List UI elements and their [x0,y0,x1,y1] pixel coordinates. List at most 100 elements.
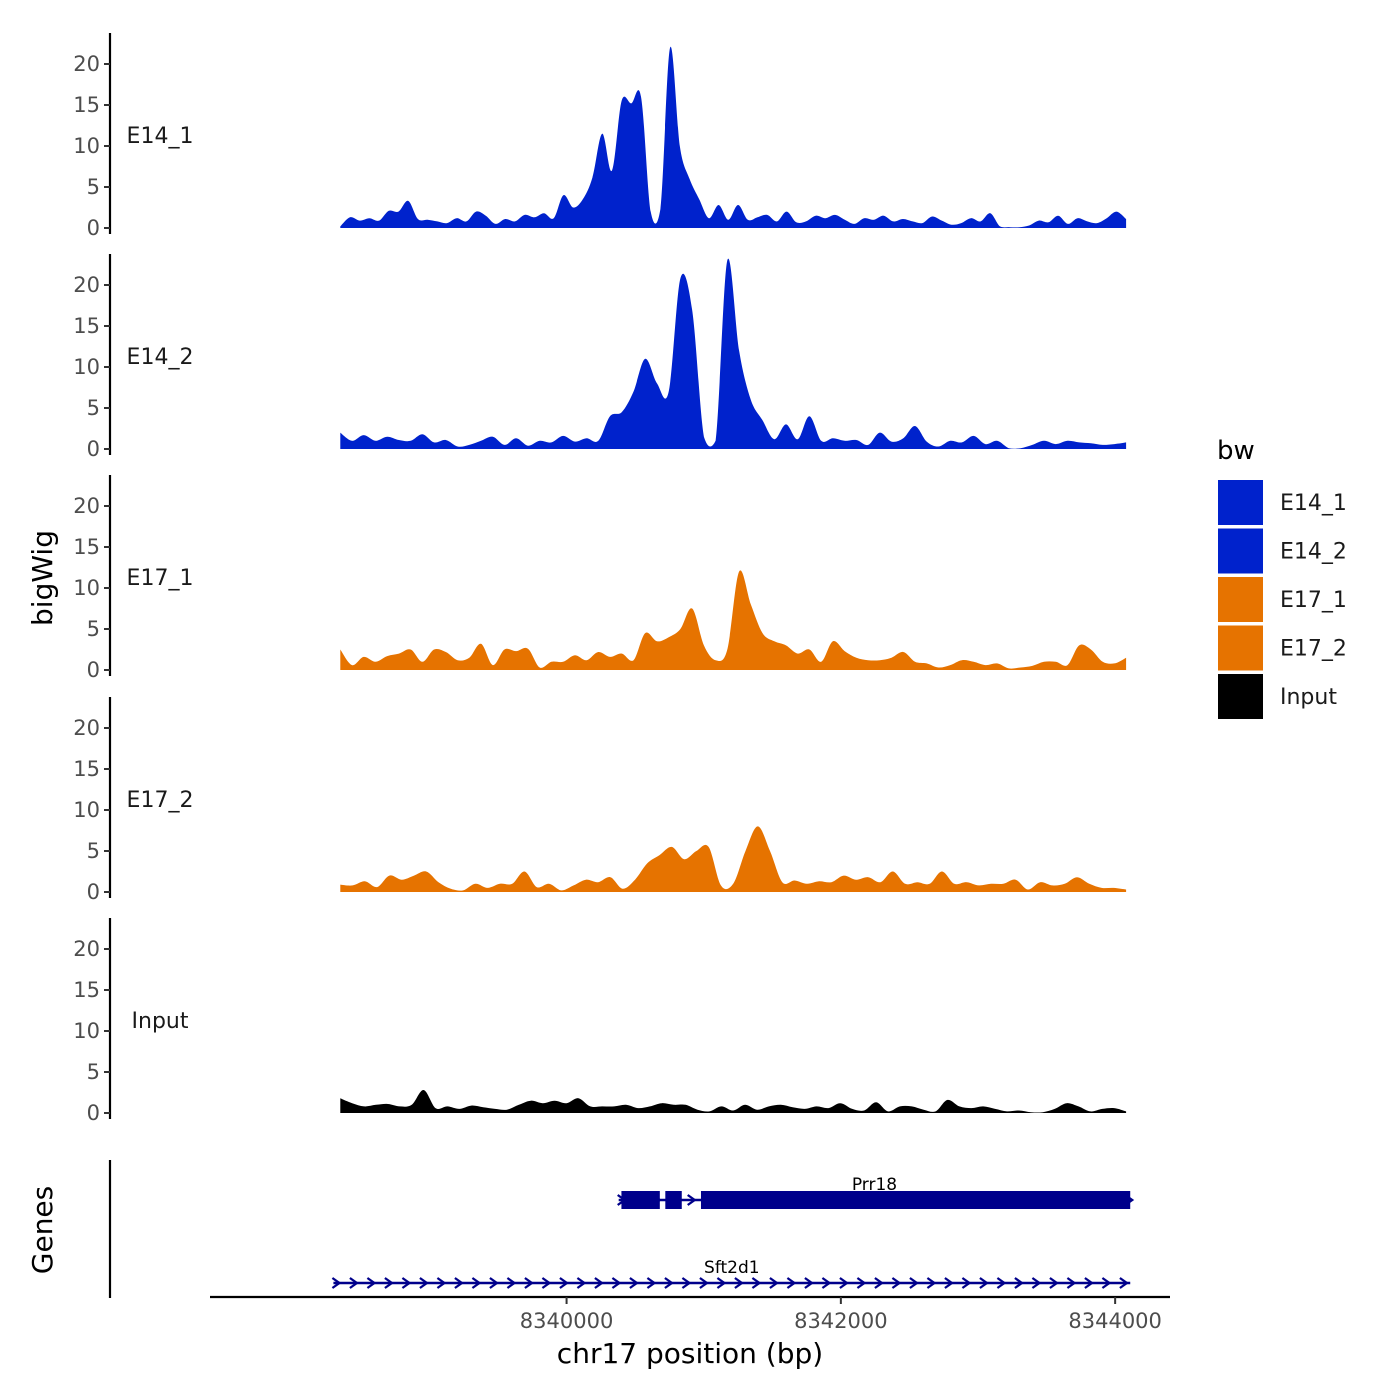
legend-swatch-E17_2 [1218,625,1263,671]
track-label: E17_2 [127,788,194,813]
y-tick-label: 5 [87,1060,100,1084]
y-tick-label: 15 [73,535,100,559]
coverage-area-E17_2 [340,826,1127,892]
y-tick-label: 20 [73,937,100,961]
strand-arrow [664,1277,674,1289]
strand-arrow [1066,1277,1077,1289]
strand-arrow [944,1277,954,1289]
x-tick-label: 8344000 [1068,1309,1162,1333]
strand-arrow [821,1277,832,1289]
legend-label: E14_1 [1280,491,1347,516]
strand-arrow [891,1277,902,1289]
strand-arrow [646,1277,657,1289]
strand-arrow [996,1277,1007,1289]
strand-arrow [1014,1277,1024,1289]
strand-arrow [1084,1277,1094,1289]
strand-arrow [979,1277,989,1289]
strand-arrow [454,1277,464,1289]
gene-label: Sft2d1 [704,1258,760,1278]
strand-arrow [681,1277,692,1289]
legend-label: E17_2 [1280,637,1347,662]
strand-arrow [734,1277,744,1289]
y-axis-title-bigwig: bigWig [26,530,59,626]
y-tick-label: 5 [87,396,100,420]
y-tick-label: 10 [73,1019,100,1043]
y-tick-label: 5 [87,617,100,641]
coverage-area-E14_2 [340,258,1127,449]
strand-arrow [471,1277,482,1289]
strand-arrow [436,1277,447,1289]
y-tick-label: 5 [87,839,100,863]
legend-swatch-E14_2 [1218,528,1263,574]
strand-arrow [839,1277,849,1289]
gene-label: Prr18 [852,1175,897,1195]
strand-arrow [926,1277,937,1289]
strand-arrow [804,1277,814,1289]
strand-arrow [961,1277,972,1289]
y-tick-label: 0 [87,1101,100,1125]
track-E14_1: 0 5 10 15 20 E14_1 [73,33,1127,240]
exon [621,1191,660,1209]
y-tick-label: 20 [73,716,100,740]
strand-arrow [489,1277,499,1289]
legend-swatch-Input [1218,674,1263,719]
x-axis-title: chr17 position (bp) [557,1337,823,1370]
y-tick-label: 5 [87,175,100,199]
y-tick-label: 0 [87,437,100,461]
track-E17_2: 0 5 10 15 20 E17_2 [73,697,1127,904]
y-axis-title-genes: Genes [26,1186,59,1274]
strand-arrow [1101,1277,1112,1289]
strand-arrow [786,1277,797,1289]
strand-arrow [909,1277,919,1289]
y-tick-label: 0 [87,880,100,904]
y-tick-label: 10 [73,134,100,158]
strand-arrow [611,1277,622,1289]
strand-arrow [751,1277,762,1289]
exon [700,1191,1131,1209]
y-tick-label: 15 [73,314,100,338]
strand-arrow [687,1194,697,1206]
strand-arrow [349,1277,359,1289]
y-tick-label: 10 [73,798,100,822]
strand-arrow [1031,1277,1042,1289]
strand-arrow [576,1277,587,1289]
y-tick-label: 15 [73,93,100,117]
strand-arrow [699,1277,709,1289]
x-tick-label: 8340000 [520,1309,614,1333]
track-label: E14_1 [127,124,194,149]
strand-arrow [506,1277,517,1289]
gene-Prr18: Prr18 [617,1175,1135,1209]
strand-arrow [384,1277,394,1289]
y-tick-label: 15 [73,757,100,781]
strand-arrow [401,1277,412,1289]
strand-arrow [366,1277,377,1289]
track-Input: 0 5 10 15 20 Input [73,918,1127,1125]
strand-arrow [524,1277,534,1289]
track-label: Input [132,1009,189,1034]
y-tick-label: 20 [73,273,100,297]
x-tick-label: 8342000 [794,1309,888,1333]
legend-title: bw [1217,436,1255,466]
legend: bw E14_1 E14_2 E17_1 E17_2 Input [1217,436,1347,719]
track-E14_2: 0 5 10 15 20 E14_2 [73,254,1127,461]
y-tick-label: 0 [87,216,100,240]
strand-arrow [331,1277,342,1289]
coverage-tracks: 05101520E14_105101520E14_205101520E17_10… [73,33,1127,1125]
exon [665,1191,682,1209]
strand-arrow [874,1277,884,1289]
track-label: E17_1 [127,566,194,591]
track-E17_1: 0 5 10 15 20 E17_1 [73,475,1127,682]
x-axis: 8340000 8342000 8344000 [210,1295,1170,1333]
coverage-area-Input [340,1089,1127,1113]
coverage-area-E17_1 [340,570,1127,670]
y-tick-label: 20 [73,494,100,518]
y-tick-label: 15 [73,978,100,1002]
y-tick-label: 10 [73,355,100,379]
y-tick-label: 0 [87,658,100,682]
y-tick-label: 10 [73,576,100,600]
legend-label: E14_2 [1280,540,1347,565]
strand-arrow [629,1277,639,1289]
strand-arrow [1049,1277,1059,1289]
gene-Sft2d1: Sft2d1 [331,1258,1131,1289]
legend-swatch-E17_1 [1218,577,1263,622]
